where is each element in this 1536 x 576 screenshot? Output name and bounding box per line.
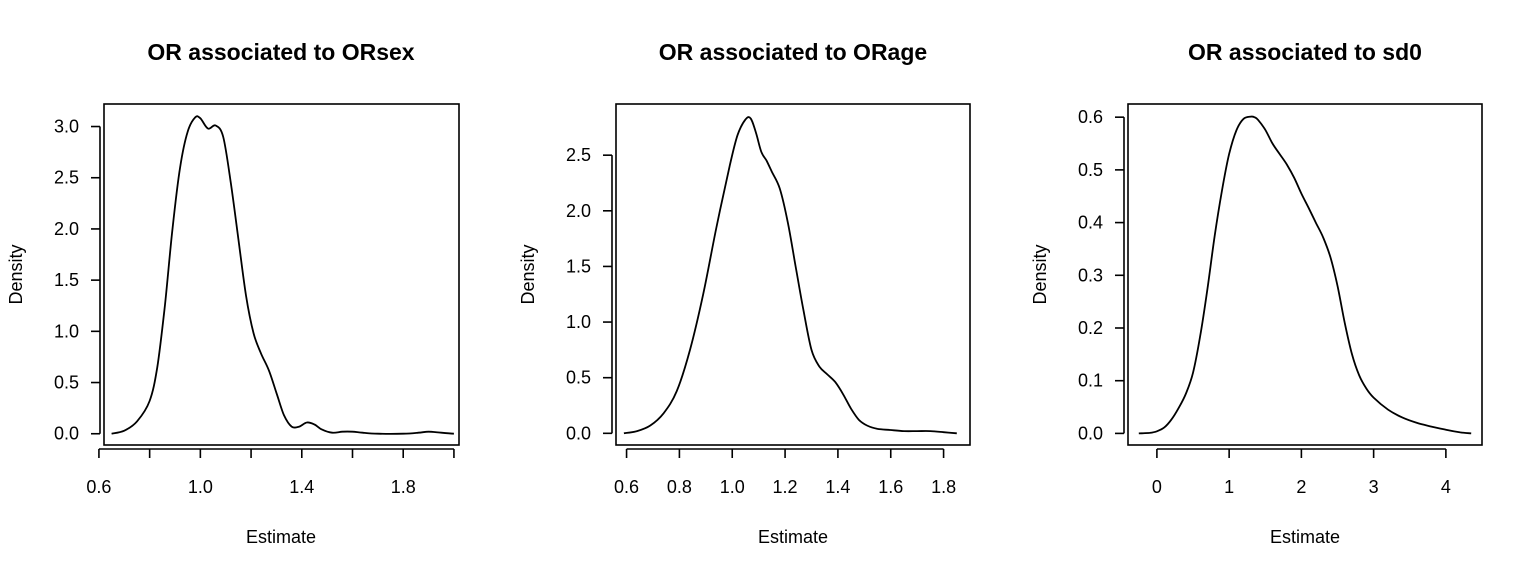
x-tick-label: 4 <box>1441 477 1451 497</box>
y-tick-label: 0.5 <box>1078 160 1103 180</box>
x-axis-label: Estimate <box>1270 527 1340 547</box>
y-tick-label: 0.5 <box>54 373 79 393</box>
y-tick-label: 0.0 <box>54 424 79 444</box>
x-tick-label: 0 <box>1152 477 1162 497</box>
x-tick-label: 2 <box>1296 477 1306 497</box>
x-tick-label: 1.4 <box>825 477 850 497</box>
y-axis-label: Density <box>518 244 538 304</box>
x-axis: 0.6 0.8 1.0 1.2 1.4 1.6 1.8 <box>614 448 956 497</box>
y-tick-label: 0.5 <box>566 368 591 388</box>
y-tick-label: 3.0 <box>54 117 79 137</box>
y-axis: 0.0 0.1 0.2 0.3 0.4 0.5 0.6 <box>1078 107 1125 443</box>
plot-frame <box>615 103 971 446</box>
y-tick-label: 2.5 <box>566 145 591 165</box>
density-curve <box>111 115 454 435</box>
x-axis-label: Estimate <box>246 527 316 547</box>
x-tick-label: 1.0 <box>188 477 213 497</box>
x-axis: 0 1 2 3 4 <box>1152 448 1451 497</box>
y-tick-label: 0.3 <box>1078 265 1103 285</box>
x-axis: 0.6 1.0 1.4 1.8 <box>86 448 455 497</box>
plot-frame <box>103 103 460 446</box>
y-axis: 0.0 0.5 1.0 1.5 2.0 2.5 3.0 <box>54 117 101 444</box>
x-tick-label: 1.8 <box>931 477 956 497</box>
x-tick-label: 3 <box>1369 477 1379 497</box>
y-tick-label: 1.5 <box>566 256 591 276</box>
y-tick-label: 1.0 <box>566 312 591 332</box>
density-panel-2: OR associated to ORage 0.6 0.8 1.0 1.2 1.4 1.6… <box>518 39 971 547</box>
y-tick-label: 0.2 <box>1078 318 1103 338</box>
density-curve <box>623 116 957 435</box>
y-axis-label: Density <box>1030 244 1050 304</box>
density-panel-1: OR associated to ORsex 0.6 1.0 1.4 1.8 Estima… <box>6 39 460 547</box>
x-tick-label: 0.6 <box>614 477 639 497</box>
y-tick-label: 0.4 <box>1078 213 1103 233</box>
x-tick-label: 1.0 <box>720 477 745 497</box>
x-tick-label: 1.4 <box>289 477 314 497</box>
x-tick-label: 1.6 <box>878 477 903 497</box>
y-axis: 0.0 0.5 1.0 1.5 2.0 2.5 <box>566 145 613 443</box>
x-axis-label: Estimate <box>758 527 828 547</box>
x-tick-label: 1 <box>1224 477 1234 497</box>
x-tick-label: 1.8 <box>391 477 416 497</box>
y-tick-label: 0.6 <box>1078 107 1103 127</box>
panel-title: OR associated to sd0 <box>1188 39 1422 65</box>
panel-title: OR associated to ORage <box>659 39 927 65</box>
y-tick-label: 2.5 <box>54 168 79 188</box>
y-tick-label: 0.0 <box>566 423 591 443</box>
x-tick-label: 0.6 <box>86 477 111 497</box>
panel-title: OR associated to ORsex <box>147 39 414 65</box>
y-tick-label: 0.0 <box>1078 423 1103 443</box>
y-axis-label: Density <box>6 244 26 304</box>
x-tick-label: 1.2 <box>773 477 798 497</box>
density-curve <box>1138 115 1472 435</box>
y-tick-label: 2.0 <box>54 219 79 239</box>
y-tick-label: 1.0 <box>54 321 79 341</box>
x-tick-label: 0.8 <box>667 477 692 497</box>
y-tick-label: 1.5 <box>54 270 79 290</box>
plot-frame <box>1127 103 1483 446</box>
y-tick-label: 0.1 <box>1078 371 1103 391</box>
y-tick-label: 2.0 <box>566 201 591 221</box>
